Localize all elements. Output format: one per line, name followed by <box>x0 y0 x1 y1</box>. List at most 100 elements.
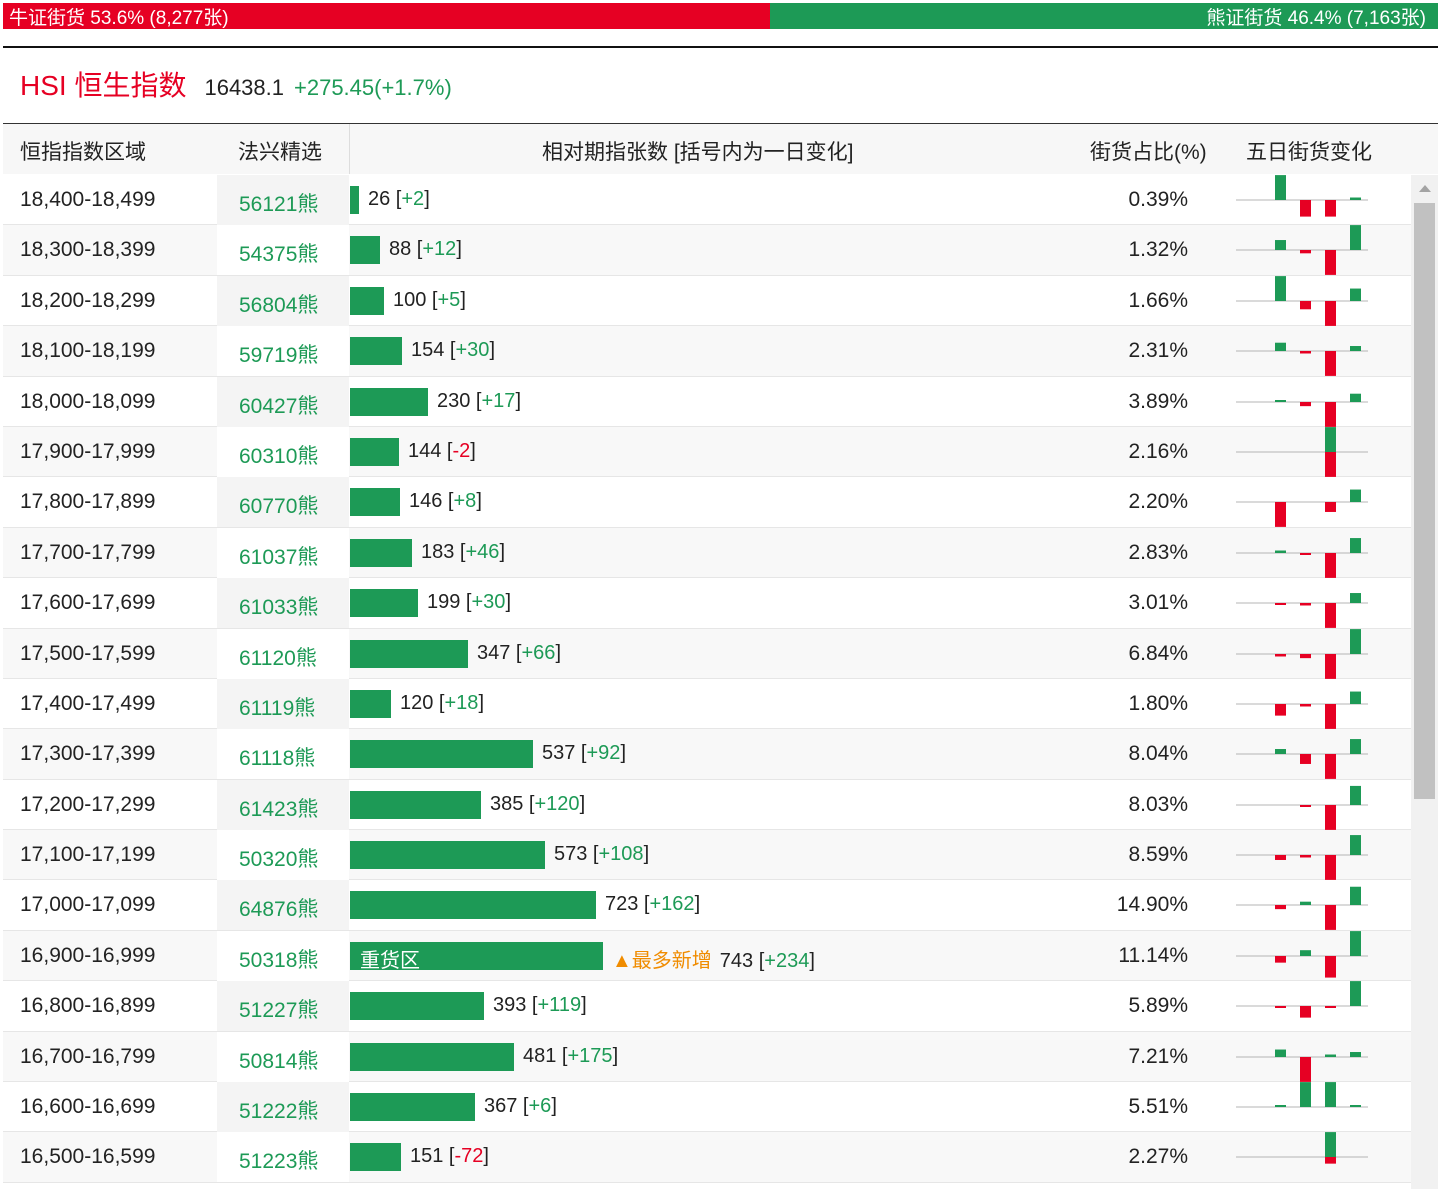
warrant-code-link[interactable]: 64876熊 <box>239 898 319 922</box>
warrant-code-link[interactable]: 50320熊 <box>239 848 319 872</box>
count-value: 347 <box>477 641 511 664</box>
spark-bar <box>1275 1049 1286 1057</box>
index-range: 17,000-17,099 <box>20 893 156 917</box>
five-day-change-chart <box>1236 981 1368 1018</box>
outstanding-share: 8.04% <box>1128 742 1188 766</box>
count-delta: +30 <box>455 339 490 362</box>
warrant-code-link[interactable]: 61119熊 <box>239 696 316 720</box>
outstanding-share: 5.89% <box>1128 994 1188 1018</box>
warrant-code-link[interactable]: 50814熊 <box>239 1049 319 1073</box>
warrant-code-link[interactable]: 56804熊 <box>239 293 319 317</box>
count-value: 26 <box>368 188 391 210</box>
table-row: 16,500-16,599 51223熊 151 [-72] 2.27% <box>3 1132 1411 1183</box>
pick-cell <box>217 779 349 830</box>
five-day-change-chart <box>1236 1132 1368 1165</box>
pick-cell <box>217 880 349 931</box>
count-value: 743 <box>719 949 754 972</box>
spark-bar <box>1275 275 1286 301</box>
warrant-code-link[interactable]: 61033熊 <box>239 596 319 620</box>
outstanding-share: 2.27% <box>1128 1145 1188 1169</box>
spark-bar <box>1275 855 1286 861</box>
spark-bar <box>1300 401 1311 406</box>
pick-cell <box>217 729 349 780</box>
spark-bar <box>1275 1006 1286 1009</box>
spark-bar <box>1350 489 1361 503</box>
warrant-code-link[interactable]: 61037熊 <box>239 545 319 569</box>
bear-share-segment: 熊证街货 46.4% (7,163张) <box>770 3 1438 29</box>
outstanding-share: 1.66% <box>1128 288 1188 312</box>
count-delta: +46 <box>465 540 500 563</box>
index-change: +275.45(+1.7%) <box>294 75 452 100</box>
count-text: 199 [+30] <box>427 591 511 614</box>
count-cell: 154 [+30] <box>350 326 1050 376</box>
count-text: 393 [+119] <box>493 994 587 1017</box>
count-bar <box>350 236 380 265</box>
five-day-change-chart <box>1236 1082 1368 1108</box>
index-range: 17,700-17,799 <box>20 540 156 564</box>
warrant-code-link[interactable]: 61423熊 <box>239 797 319 821</box>
table-row: 17,600-17,699 61033熊 199 [+30] 3.01% <box>3 578 1411 629</box>
five-day-change-chart <box>1236 427 1368 477</box>
spark-bar <box>1275 955 1286 963</box>
count-bar <box>350 186 359 214</box>
index-range: 17,800-17,899 <box>20 490 156 514</box>
warrant-code-link[interactable]: 51227熊 <box>239 999 319 1023</box>
count-value: 151 <box>410 1145 444 1168</box>
index-range: 16,600-16,699 <box>20 1095 156 1119</box>
bull-share-label: 牛证街货 53.6% (8,277张) <box>9 7 229 29</box>
spark-bar <box>1300 300 1311 310</box>
pick-cell <box>217 326 349 377</box>
scroll-up-arrow-icon[interactable] <box>1419 185 1431 192</box>
vertical-scrollbar[interactable] <box>1411 175 1438 1189</box>
count-value: 385 <box>490 792 524 815</box>
count-cell: 367 [+6] <box>350 1082 1050 1132</box>
count-delta: +30 <box>471 591 506 614</box>
column-divider <box>349 124 350 174</box>
spark-bar <box>1350 739 1361 755</box>
spark-bar <box>1300 1056 1311 1082</box>
warrant-code-link[interactable]: 60770熊 <box>239 495 319 519</box>
scrollbar-thumb[interactable] <box>1414 203 1435 799</box>
count-delta: +2 <box>401 188 425 210</box>
count-bar <box>350 1042 514 1071</box>
spark-bar <box>1325 804 1336 830</box>
table-header: 恒指指数区域 法兴精选 相对期指张数 [括号内为一日变化] 街货占比(%) 五日… <box>3 123 1438 174</box>
count-delta: +234 <box>764 949 810 972</box>
pick-cell <box>217 426 349 477</box>
warrant-code-link[interactable]: 61118熊 <box>239 747 316 771</box>
warrant-code-link[interactable]: 59719熊 <box>239 344 319 368</box>
warrant-code-link[interactable]: 60427熊 <box>239 394 319 418</box>
warrant-code-link[interactable]: 56121熊 <box>239 193 319 216</box>
count-delta: -2 <box>452 439 471 462</box>
count-delta: +92 <box>586 742 621 765</box>
spark-bar <box>1350 393 1361 402</box>
header-divider <box>3 46 1438 48</box>
warrant-code-link[interactable]: 54375熊 <box>239 243 319 267</box>
warrant-code-link[interactable]: 51223熊 <box>239 1150 319 1174</box>
outstanding-share: 2.20% <box>1128 490 1188 514</box>
count-delta: +66 <box>521 641 556 664</box>
warrant-code-link[interactable]: 61120熊 <box>239 646 317 670</box>
pick-cell <box>217 1031 349 1082</box>
pick-cell <box>217 830 349 881</box>
warrant-code-link[interactable]: 60310熊 <box>239 444 319 468</box>
warrant-code-link[interactable]: 50318熊 <box>239 948 319 972</box>
spark-bar <box>1350 1051 1361 1057</box>
warrant-code-link[interactable]: 51222熊 <box>239 1100 319 1124</box>
pick-cell <box>217 225 349 276</box>
count-text: 481 [+175] <box>523 1044 619 1067</box>
table-row: 17,200-17,299 61423熊 385 [+120] 8.03% <box>3 779 1411 831</box>
count-bar <box>350 639 468 668</box>
five-day-change-chart <box>1236 887 1368 931</box>
count-bar <box>350 1143 401 1172</box>
spark-bar <box>1300 1082 1311 1108</box>
count-text: ▲最多新增 743 [+234] <box>612 949 815 972</box>
index-range: 17,300-17,399 <box>20 742 156 766</box>
count-cell: 120 [+18] <box>350 679 1050 729</box>
spark-bar <box>1325 427 1336 452</box>
spark-bar <box>1275 550 1286 553</box>
bear-share-label: 熊证街货 46.4% (7,163张) <box>1206 7 1426 29</box>
spark-bar <box>1350 225 1361 251</box>
spark-bar <box>1275 905 1286 910</box>
count-cell: 151 [-72] <box>350 1132 1050 1182</box>
